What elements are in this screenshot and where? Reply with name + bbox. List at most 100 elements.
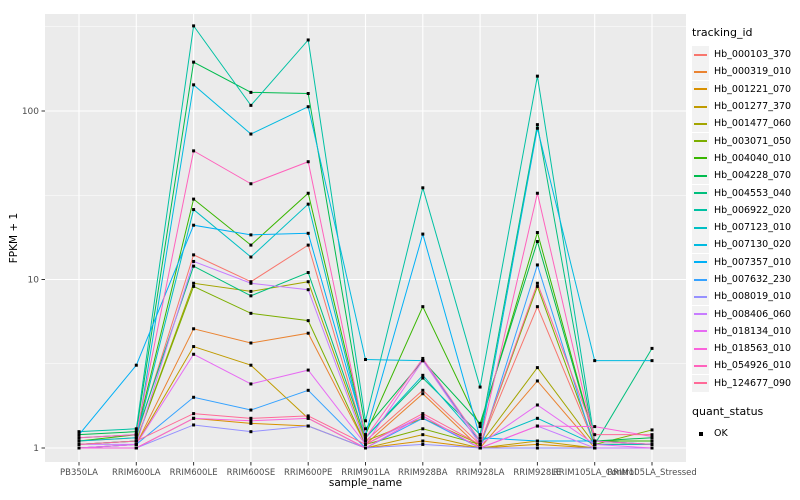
- legend-swatch-line: [694, 122, 707, 125]
- data-point-marker: [421, 186, 425, 190]
- x-tick-label: RRIM600LA: [112, 468, 161, 478]
- data-point-marker: [249, 255, 253, 259]
- legend-item-Hb_004040_010: Hb_004040_010: [692, 149, 798, 167]
- data-point-marker: [364, 436, 367, 440]
- data-point-marker: [192, 259, 196, 263]
- data-point-marker: [650, 428, 654, 432]
- legend-item-label: Hb_006922_020: [714, 204, 792, 216]
- data-point-marker: [650, 439, 654, 443]
- legend-item-label: Hb_018134_010: [714, 325, 792, 337]
- data-point-marker: [421, 439, 425, 443]
- data-point-marker: [134, 433, 138, 437]
- data-point-marker: [478, 436, 482, 440]
- data-point-marker: [650, 346, 654, 350]
- data-point-marker: [478, 385, 482, 389]
- data-point-marker: [134, 446, 138, 450]
- data-point-marker: [650, 442, 654, 446]
- legend-title-tracking-id: tracking_id: [692, 26, 753, 39]
- data-point-marker: [421, 373, 425, 377]
- legend-key: [692, 322, 709, 340]
- legend-item-label: Hb_007357_010: [714, 256, 792, 268]
- legend-item-Hb_054926_010: Hb_054926_010: [692, 357, 798, 375]
- data-point-marker: [249, 182, 253, 186]
- data-point-marker: [192, 149, 196, 153]
- legend-item-label: Hb_001221_070: [714, 83, 792, 95]
- data-point-marker: [249, 421, 253, 425]
- legend-key: [692, 149, 709, 167]
- x-tick-label: RRIM105LA_Control: [553, 468, 637, 478]
- legend-item-Hb_001477_060: Hb_001477_060: [692, 115, 798, 133]
- y-tick-label: 1: [33, 444, 39, 454]
- data-point-marker: [535, 191, 539, 195]
- data-point-marker: [192, 412, 196, 416]
- legend-item-Hb_018134_010: Hb_018134_010: [692, 322, 798, 340]
- y-tick-label: 10: [28, 276, 40, 286]
- legend-item-label: Hb_054926_010: [714, 360, 792, 372]
- data-point-marker: [364, 446, 367, 450]
- legend-item-Hb_000103_370: Hb_000103_370: [692, 46, 798, 64]
- data-point-marker: [421, 359, 425, 363]
- data-point-marker: [535, 424, 539, 428]
- legend-key: [692, 63, 709, 81]
- legend-item-label: Hb_001477_060: [714, 118, 792, 130]
- data-point-marker: [535, 416, 539, 420]
- legend-key: [692, 80, 709, 98]
- legend-item-label: Hb_001277_370: [714, 101, 792, 113]
- legend-item-label: Hb_007130_020: [714, 239, 792, 251]
- data-point-marker: [77, 433, 81, 437]
- legend-swatch-line: [694, 278, 707, 281]
- legend-item-Hb_018563_010: Hb_018563_010: [692, 340, 798, 358]
- x-tick-label: RRIM928BA: [398, 468, 448, 478]
- data-point-marker: [535, 284, 539, 288]
- data-point-marker: [306, 319, 310, 323]
- legend-swatch-line: [694, 330, 707, 333]
- data-point-marker: [593, 425, 597, 429]
- legend-item-label: Hb_000319_010: [714, 66, 792, 78]
- legend-swatch-line: [694, 313, 707, 316]
- legend-swatch-line: [694, 295, 707, 298]
- legend-item-label: Hb_018563_010: [714, 343, 792, 355]
- data-point-marker: [192, 345, 196, 349]
- data-point-marker: [306, 388, 310, 392]
- data-point-marker: [77, 436, 81, 440]
- data-point-marker: [192, 60, 196, 64]
- data-point-marker: [77, 442, 81, 446]
- data-point-marker: [249, 281, 253, 285]
- data-point-marker: [249, 233, 253, 237]
- legend-key: [692, 201, 709, 219]
- data-point-marker: [535, 123, 539, 127]
- black-square-marker-icon: [698, 431, 703, 436]
- data-point-marker: [249, 382, 253, 386]
- data-point-marker: [249, 132, 253, 136]
- data-point-marker: [364, 433, 367, 437]
- data-point-marker: [650, 435, 654, 439]
- y-axis-title: FPKM + 1: [8, 212, 20, 264]
- legend-item-Hb_000319_010: Hb_000319_010: [692, 63, 798, 81]
- data-point-marker: [306, 231, 310, 235]
- x-tick-label: RRIM928LE: [513, 468, 561, 478]
- legend-panel: tracking_id Hb_000103_370 Hb_000319_010 Hb…: [692, 26, 798, 443]
- data-point-marker: [249, 341, 253, 345]
- data-point-marker: [421, 356, 425, 360]
- data-point-marker: [650, 433, 654, 437]
- data-point-marker: [192, 284, 196, 288]
- data-point-marker: [306, 280, 310, 284]
- data-point-marker: [134, 363, 138, 367]
- data-point-marker: [192, 208, 196, 212]
- data-point-marker: [650, 359, 654, 363]
- data-point-marker: [478, 446, 482, 450]
- legend-item-label: Hb_003071_050: [714, 135, 792, 147]
- legend-swatch-line: [694, 226, 707, 229]
- data-point-marker: [535, 446, 539, 450]
- legend-swatch-line: [694, 192, 707, 195]
- data-point-marker: [364, 442, 367, 446]
- data-point-marker: [306, 331, 310, 335]
- data-point-marker: [306, 288, 310, 292]
- data-point-marker: [650, 446, 654, 450]
- data-point-marker: [364, 427, 367, 431]
- legend-item-Hb_008019_010: Hb_008019_010: [692, 288, 798, 306]
- data-point-marker: [249, 280, 253, 284]
- data-point-marker: [249, 243, 253, 247]
- x-tick-label: RRIM600LE: [170, 468, 218, 478]
- data-point-marker: [364, 358, 367, 362]
